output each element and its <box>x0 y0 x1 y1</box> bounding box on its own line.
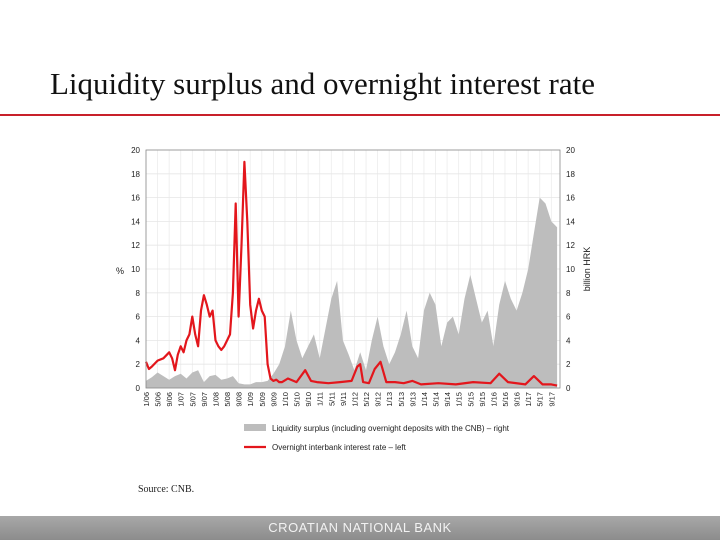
x-tick-label: 9/17 <box>547 392 556 407</box>
x-tick-label: 9/15 <box>478 392 487 407</box>
x-tick-label: 5/12 <box>362 392 371 407</box>
x-tick-label: 5/08 <box>223 392 232 407</box>
y-tick-label-right: 10 <box>566 265 575 274</box>
x-tick-label: 5/11 <box>327 392 336 406</box>
x-tick-label: 1/09 <box>246 392 255 407</box>
x-tick-label: 9/13 <box>408 392 417 407</box>
x-tick-label: 9/14 <box>443 392 452 407</box>
y-tick-label-right: 4 <box>566 336 571 345</box>
x-tick-label: 1/16 <box>489 392 498 407</box>
overnight-rate-line <box>144 160 558 387</box>
x-tick-label: 9/09 <box>269 392 278 407</box>
x-tick-label: 9/07 <box>200 392 209 407</box>
legend-swatch-liquidity <box>244 424 266 431</box>
x-tick-label: 1/17 <box>524 392 533 407</box>
x-tick-label: 5/07 <box>188 392 197 407</box>
y-axis-label-left: % <box>116 266 124 276</box>
y-tick-label-left: 16 <box>131 194 140 203</box>
x-tick-label: 5/09 <box>258 392 267 407</box>
chart: 0 0 2 2 4 4 6 6 8 8 10 10 12 12 14 14 16 16 18 18 20 20% billi… <box>116 146 592 452</box>
y-axis-label-right: billion HRK <box>582 247 592 292</box>
legend-label-overnight-rate: Overnight interbank interest rate – left <box>272 443 407 452</box>
y-tick-label-right: 14 <box>566 217 575 226</box>
y-tick-label-right: 18 <box>566 170 575 179</box>
x-tick-label: 5/16 <box>501 392 510 407</box>
x-tick-label: 5/17 <box>536 392 545 407</box>
x-tick-label: 5/10 <box>293 392 302 407</box>
y-tick-label-left: 14 <box>131 217 140 226</box>
y-tick-label-left: 0 <box>136 384 141 393</box>
source-note: Source: CNB. <box>138 484 195 495</box>
y-tick-label-left: 6 <box>136 313 141 322</box>
y-tick-label-left: 10 <box>131 265 140 274</box>
y-tick-label-left: 2 <box>136 360 141 369</box>
y-tick-label-right: 16 <box>566 194 575 203</box>
x-tick-label: 5/15 <box>466 392 475 407</box>
x-tick-label: 9/08 <box>235 392 244 407</box>
footer-bar: CROATIAN NATIONAL BANK <box>0 516 720 540</box>
y-tick-label-right: 0 <box>566 384 571 393</box>
x-tick-label: 1/10 <box>281 392 290 407</box>
x-tick-label: 5/13 <box>397 392 406 407</box>
y-tick-label-right: 8 <box>566 289 571 298</box>
y-tick-label-left: 4 <box>136 336 141 345</box>
x-tick-label: 5/06 <box>154 392 163 407</box>
y-tick-label-right: 12 <box>566 241 575 250</box>
x-tick-label: 1/12 <box>350 392 359 407</box>
x-tick-label: 9/10 <box>304 392 313 407</box>
x-tick-label: 9/06 <box>165 392 174 407</box>
x-tick-label: 1/07 <box>177 392 186 407</box>
x-tick-label: 9/16 <box>513 392 522 407</box>
x-tick-label: 1/06 <box>142 392 151 407</box>
legend-label-liquidity: Liquidity surplus (including overnight d… <box>272 424 510 433</box>
y-tick-label-left: 12 <box>131 241 140 250</box>
x-tick-label: 1/11 <box>316 392 325 406</box>
x-tick-label: 1/14 <box>420 392 429 407</box>
y-tick-label-left: 18 <box>131 170 140 179</box>
x-tick-label: 1/08 <box>211 392 220 407</box>
footer-label: CROATIAN NATIONAL BANK <box>268 520 452 535</box>
liquidity-surplus-area <box>146 197 558 388</box>
y-tick-label-right: 2 <box>566 360 571 369</box>
plot-frame <box>145 149 561 389</box>
x-tick-label: 9/12 <box>374 392 383 407</box>
x-tick-label: 5/14 <box>432 392 441 407</box>
x-tick-label: 9/11 <box>339 392 348 406</box>
y-tick-label-right: 20 <box>566 146 575 155</box>
y-tick-label-left: 20 <box>131 146 140 155</box>
x-tick-label: 1/15 <box>455 392 464 407</box>
x-tick-label: 1/13 <box>385 392 394 407</box>
title-divider <box>0 114 720 116</box>
y-tick-label-right: 6 <box>566 313 571 322</box>
slide-title: Liquidity surplus and overnight interest… <box>50 66 595 101</box>
y-tick-label-left: 8 <box>136 289 141 298</box>
